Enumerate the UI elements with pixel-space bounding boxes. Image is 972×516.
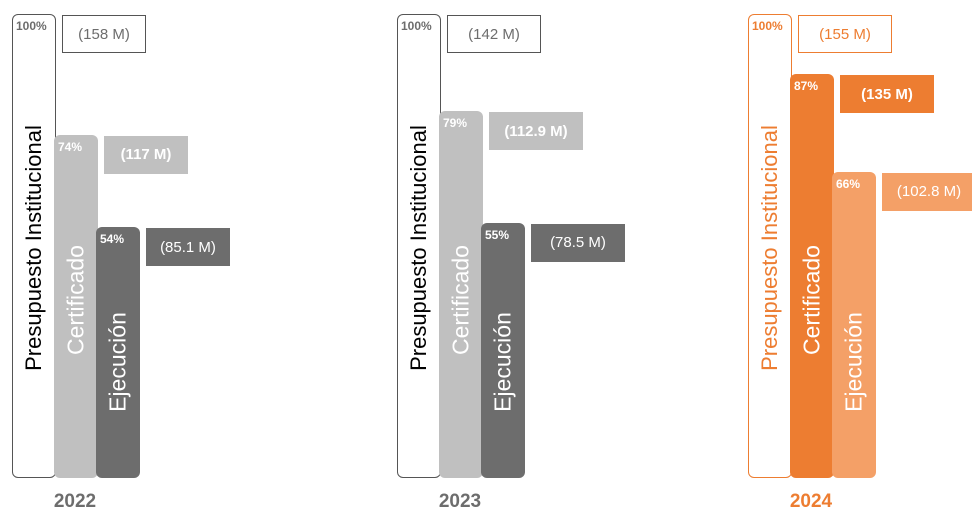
exec-percent-label: 55%	[485, 227, 510, 242]
cert-bar-2022	[54, 134, 98, 478]
exec-category-label: Ejecución	[840, 312, 867, 412]
cert-percent-label: 87%	[794, 79, 819, 94]
exec-category-label: Ejecución	[104, 312, 131, 412]
exec-amount-box: (78.5 M)	[531, 223, 625, 262]
cert-amount-box: (112.9 M)	[489, 112, 583, 151]
budget-bar-2024	[748, 14, 792, 478]
budget-bar-2022	[12, 14, 56, 478]
budget-category-label: Presupuesto Institucional	[21, 125, 46, 371]
cert-percent-label: 79%	[443, 116, 468, 131]
exec-bar-2024	[832, 171, 876, 478]
budget-category-label: Presupuesto Institucional	[406, 125, 431, 371]
cert-percent-label: 74%	[58, 139, 83, 154]
exec-amount-box: (102.8 M)	[882, 172, 972, 211]
cert-category-label: Certificado	[62, 245, 89, 355]
year-label: 2022	[53, 491, 97, 512]
budget-amount-box: (158 M)	[62, 15, 146, 53]
exec-percent-label: 66%	[836, 176, 861, 191]
budget-percent-label: 100%	[16, 19, 47, 33]
cert-amount-box: (117 M)	[104, 135, 188, 174]
budget-amount-box: (155 M)	[798, 15, 892, 53]
budget-category-label: Presupuesto Institucional	[757, 125, 782, 371]
exec-category-label: Ejecución	[489, 312, 516, 412]
exec-bar-2022	[96, 227, 140, 478]
cert-category-label: Certificado	[447, 245, 474, 355]
budget-percent-label: 100%	[752, 19, 783, 33]
cert-bar-2024	[790, 74, 834, 478]
budget-percent-label: 100%	[401, 19, 432, 33]
exec-percent-label: 54%	[100, 232, 125, 247]
exec-bar-2023	[481, 222, 525, 478]
year-label: 2024	[789, 491, 833, 512]
year-label: 2023	[438, 491, 482, 512]
budget-amount-box: (142 M)	[447, 15, 541, 53]
cert-category-label: Certificado	[798, 245, 825, 355]
cert-bar-2023	[439, 111, 483, 478]
cert-amount-box: (135 M)	[840, 75, 934, 114]
exec-amount-box: (85.1 M)	[146, 228, 230, 267]
